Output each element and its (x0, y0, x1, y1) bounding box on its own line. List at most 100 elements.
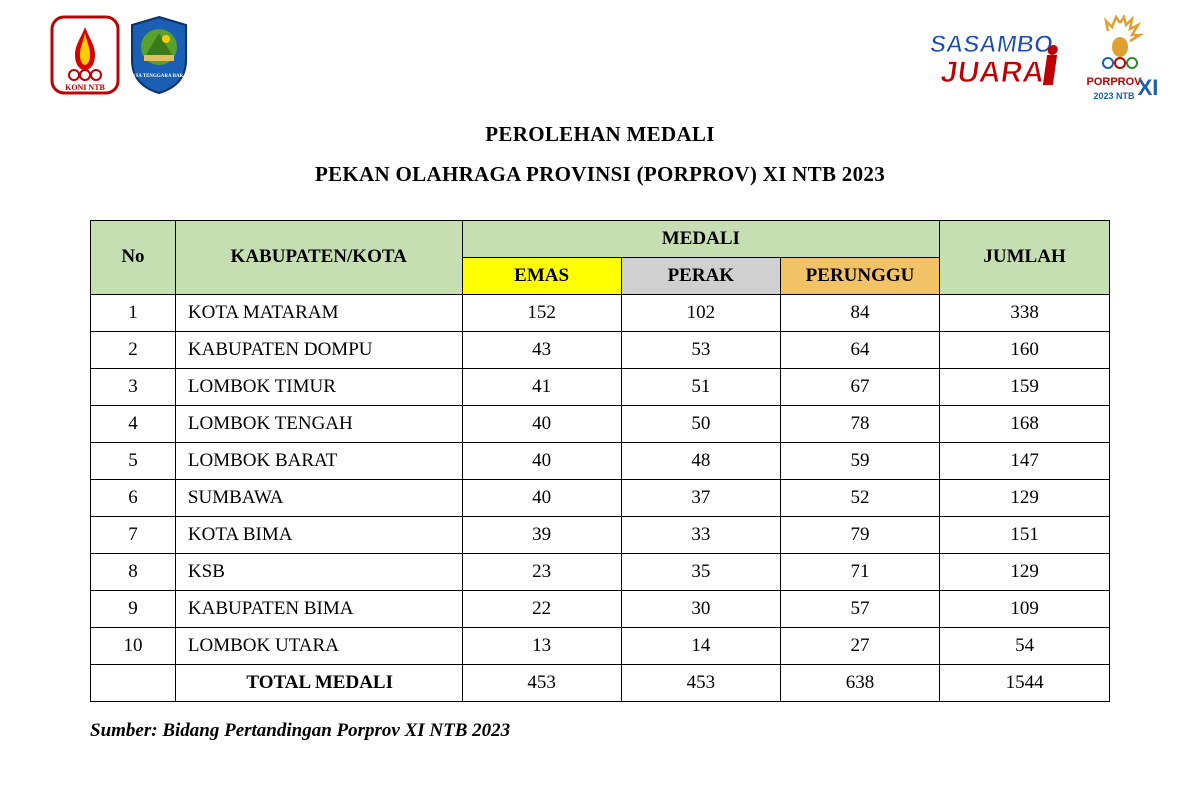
porprov-xi-logo: PORPROV 2023 NTB XI (1080, 15, 1160, 105)
cell-jumlah: 159 (940, 368, 1110, 405)
cell-emas: 39 (462, 516, 621, 553)
col-header-emas: EMAS (462, 257, 621, 294)
cell-perunggu: 52 (780, 479, 939, 516)
cell-total-label: TOTAL MEDALI (175, 664, 462, 701)
cell-emas: 40 (462, 479, 621, 516)
col-header-perak: PERAK (621, 257, 780, 294)
cell-perunggu: 638 (780, 664, 939, 701)
table-row: 8KSB233571129 (91, 553, 1110, 590)
cell-perunggu: 67 (780, 368, 939, 405)
cell-jumlah: 168 (940, 405, 1110, 442)
cell-perak: 102 (621, 294, 780, 331)
koni-logo: KONI NTB (50, 15, 120, 95)
cell-jumlah: 160 (940, 331, 1110, 368)
logos-right: SASAMBO JUARA PORPROV 2023 NTB XI (930, 15, 1160, 105)
cell-perak: 453 (621, 664, 780, 701)
cell-emas: 40 (462, 405, 621, 442)
cell-jumlah: 129 (940, 553, 1110, 590)
table-row: 10LOMBOK UTARA13142754 (91, 627, 1110, 664)
table-row: 1KOTA MATARAM15210284338 (91, 294, 1110, 331)
cell-no: 5 (91, 442, 176, 479)
cell-jumlah: 151 (940, 516, 1110, 553)
cell-perak: 30 (621, 590, 780, 627)
table-row: 7KOTA BIMA393379151 (91, 516, 1110, 553)
cell-jumlah: 54 (940, 627, 1110, 664)
col-header-no: No (91, 220, 176, 294)
cell-perak: 33 (621, 516, 780, 553)
cell-no: 4 (91, 405, 176, 442)
table-row: 6SUMBAWA403752129 (91, 479, 1110, 516)
cell-perunggu: 79 (780, 516, 939, 553)
svg-text:NUSA TENGGARA BARAT: NUSA TENGGARA BARAT (128, 74, 190, 79)
cell-no: 1 (91, 294, 176, 331)
cell-no: 2 (91, 331, 176, 368)
svg-text:KONI NTB: KONI NTB (65, 83, 105, 92)
cell-emas: 43 (462, 331, 621, 368)
cell-perunggu: 64 (780, 331, 939, 368)
table-row: 3LOMBOK TIMUR415167159 (91, 368, 1110, 405)
cell-region: LOMBOK BARAT (175, 442, 462, 479)
cell-jumlah: 109 (940, 590, 1110, 627)
cell-region: KSB (175, 553, 462, 590)
cell-perunggu: 71 (780, 553, 939, 590)
cell-no: 10 (91, 627, 176, 664)
title-line-2: PEKAN OLAHRAGA PROVINSI (PORPROV) XI NTB… (0, 155, 1200, 195)
cell-perak: 14 (621, 627, 780, 664)
col-header-jumlah: JUMLAH (940, 220, 1110, 294)
cell-no: 7 (91, 516, 176, 553)
table-row: 9KABUPATEN BIMA223057109 (91, 590, 1110, 627)
cell-emas: 22 (462, 590, 621, 627)
cell-perunggu: 57 (780, 590, 939, 627)
cell-perak: 50 (621, 405, 780, 442)
logos-left: KONI NTB NUSA TENGGARA BARAT (50, 15, 190, 95)
cell-region: SUMBAWA (175, 479, 462, 516)
svg-text:2023 NTB: 2023 NTB (1093, 91, 1135, 101)
cell-jumlah: 147 (940, 442, 1110, 479)
cell-region: LOMBOK TIMUR (175, 368, 462, 405)
cell-perunggu: 78 (780, 405, 939, 442)
cell-region: KABUPATEN DOMPU (175, 331, 462, 368)
sasambo-juara-logo: SASAMBO JUARA (930, 20, 1070, 100)
cell-perunggu: 27 (780, 627, 939, 664)
source-note: Sumber: Bidang Pertandingan Porprov XI N… (90, 720, 1200, 742)
svg-text:JUARA: JUARA (939, 56, 1047, 89)
cell-perak: 51 (621, 368, 780, 405)
col-header-region: KABUPATEN/KOTA (175, 220, 462, 294)
header-logos: KONI NTB NUSA TENGGARA BARAT SASAMBO JUA… (0, 0, 1200, 110)
cell-no: 8 (91, 553, 176, 590)
svg-text:SASAMBO: SASAMBO (930, 31, 1055, 58)
cell-region: KOTA MATARAM (175, 294, 462, 331)
svg-text:XI: XI (1138, 75, 1159, 100)
cell-region: KABUPATEN BIMA (175, 590, 462, 627)
svg-text:PORPROV: PORPROV (1086, 76, 1142, 88)
table-total-row: TOTAL MEDALI4534536381544 (91, 664, 1110, 701)
cell-perak: 37 (621, 479, 780, 516)
medal-table-wrap: No KABUPATEN/KOTA MEDALI JUMLAH EMAS PER… (90, 220, 1110, 702)
cell-emas: 41 (462, 368, 621, 405)
cell-emas: 13 (462, 627, 621, 664)
cell-emas: 453 (462, 664, 621, 701)
ntb-province-logo: NUSA TENGGARA BARAT (128, 15, 190, 95)
cell-region: LOMBOK UTARA (175, 627, 462, 664)
cell-no: 3 (91, 368, 176, 405)
cell-no: 9 (91, 590, 176, 627)
cell-perunggu: 84 (780, 294, 939, 331)
table-row: 2KABUPATEN DOMPU435364160 (91, 331, 1110, 368)
cell-perak: 48 (621, 442, 780, 479)
table-row: 4LOMBOK TENGAH405078168 (91, 405, 1110, 442)
document-titles: PEROLEHAN MEDALI PEKAN OLAHRAGA PROVINSI… (0, 115, 1200, 195)
col-header-medali: MEDALI (462, 220, 940, 257)
table-row: 5LOMBOK BARAT404859147 (91, 442, 1110, 479)
cell-jumlah: 1544 (940, 664, 1110, 701)
cell-perunggu: 59 (780, 442, 939, 479)
cell-emas: 23 (462, 553, 621, 590)
cell-no: 6 (91, 479, 176, 516)
cell-region: LOMBOK TENGAH (175, 405, 462, 442)
cell-jumlah: 129 (940, 479, 1110, 516)
col-header-perunggu: PERUNGGU (780, 257, 939, 294)
title-line-1: PEROLEHAN MEDALI (0, 115, 1200, 155)
cell-region: KOTA BIMA (175, 516, 462, 553)
cell-perak: 53 (621, 331, 780, 368)
cell-emas: 40 (462, 442, 621, 479)
cell-jumlah: 338 (940, 294, 1110, 331)
